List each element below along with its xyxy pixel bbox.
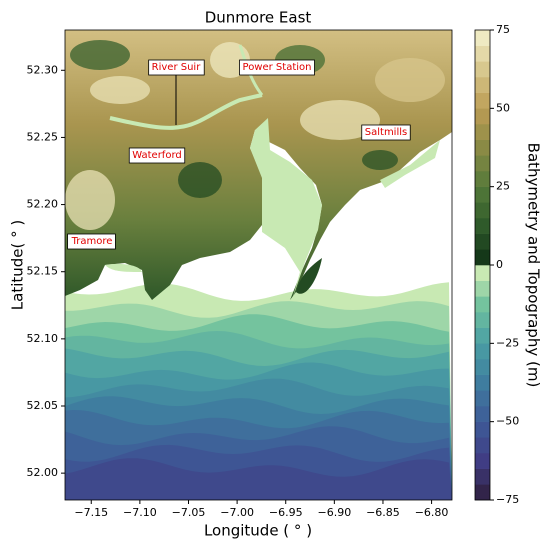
colorbar-band (475, 374, 490, 391)
colorbar-band (475, 390, 490, 407)
y-tick-label: 52.25 (27, 130, 59, 143)
colorbar-band (475, 280, 490, 297)
saltmills-inlet (380, 140, 440, 188)
terrain-patch (375, 58, 445, 102)
colorbar-band (475, 296, 490, 313)
colorbar-band (475, 171, 490, 187)
x-tick-label: −6.85 (366, 506, 400, 519)
colorbar-band (475, 343, 490, 360)
colorbar-tick-label: 0 (496, 258, 503, 271)
y-tick-label: 52.05 (27, 399, 59, 412)
colorbar-band (475, 108, 490, 125)
colorbar-band (475, 77, 490, 93)
x-tick-label: −7.10 (123, 506, 157, 519)
axes: −7.15 −7.10 −7.05 −7.00 −6.95 −6.90 −6.85 −6.80… (27, 63, 449, 519)
x-axis-label: Longitude ( ° ) (204, 522, 312, 540)
y-axis-label: Latitude( ° ) (9, 220, 27, 310)
colorbar-band (475, 453, 490, 469)
colorbar-band (475, 61, 490, 78)
x-tick-label: −6.80 (415, 506, 449, 519)
annotation-box (148, 59, 205, 76)
colorbar-band (475, 406, 490, 422)
x-tick-label: −6.95 (269, 506, 303, 519)
x-tick-label: −7.00 (220, 506, 254, 519)
x-tick-label: −7.15 (74, 506, 108, 519)
colorbar-band (475, 45, 490, 62)
y-tick-label: 52.20 (27, 198, 59, 211)
annotation-label: Tramore (71, 236, 113, 247)
terrain-patch (90, 76, 150, 104)
colorbar-tick-label: −50 (496, 415, 519, 428)
colorbar-tick-label: 75 (496, 23, 510, 36)
plot-frame (64, 29, 453, 501)
colorbar-band (475, 202, 490, 219)
colorbar-band (475, 249, 490, 266)
y-tick-label: 52.00 (27, 466, 59, 479)
colorbar-band (475, 468, 490, 485)
colorbar-band (475, 233, 490, 250)
colorbar: 75 50 25 0 −25 −50 −75 (474, 23, 519, 506)
colorbar-band (475, 327, 490, 344)
tramore-bay (105, 263, 142, 272)
depth-band (65, 458, 452, 500)
annotation-box (67, 233, 116, 250)
colorbar-band (475, 218, 490, 234)
colorbar-band (475, 437, 490, 454)
colorbar-band (475, 124, 490, 140)
colorbar-band (475, 312, 490, 328)
colorbar-tick-label: 50 (496, 101, 510, 114)
annotation-box (128, 147, 186, 164)
hook-head (296, 258, 322, 294)
colorbar-band (475, 359, 490, 375)
annotation-box (361, 124, 411, 141)
x-tick-label: −7.05 (172, 506, 206, 519)
x-tick-label: −6.90 (317, 506, 351, 519)
colorbar-band (475, 484, 490, 501)
colorbar-tick-label: −75 (496, 493, 519, 506)
annotation-label: Saltmills (365, 127, 407, 138)
annotation-label: Waterford (132, 150, 181, 161)
colorbar-tick-label: −25 (496, 336, 519, 349)
terrain-patch (300, 100, 380, 140)
annotation-box (239, 59, 315, 76)
annotation-label: Power Station (243, 62, 312, 73)
colorbar-band (475, 155, 490, 172)
terrain-patch (65, 170, 115, 230)
terrain-patch (362, 150, 398, 170)
colorbar-band (475, 421, 490, 438)
river (109, 93, 263, 130)
terrain-patch (178, 162, 222, 198)
chart-title: Dunmore East (205, 9, 312, 27)
colorbar-band (475, 186, 490, 203)
colorbar-band (475, 139, 490, 156)
harbour (250, 118, 322, 300)
y-tick-label: 52.30 (27, 63, 59, 76)
colorbar-tick-label: 25 (496, 180, 510, 193)
map (65, 30, 452, 500)
colorbar-band (475, 30, 490, 46)
colorbar-label: Bathymetry and Topography (m) (525, 143, 543, 388)
y-tick-label: 52.10 (27, 332, 59, 345)
colorbar-band (475, 265, 490, 281)
colorbar-band (475, 92, 490, 109)
annotation-label: River Suir (152, 62, 202, 73)
land (65, 30, 452, 300)
terrain-patch (70, 40, 130, 70)
y-tick-label: 52.15 (27, 265, 59, 278)
